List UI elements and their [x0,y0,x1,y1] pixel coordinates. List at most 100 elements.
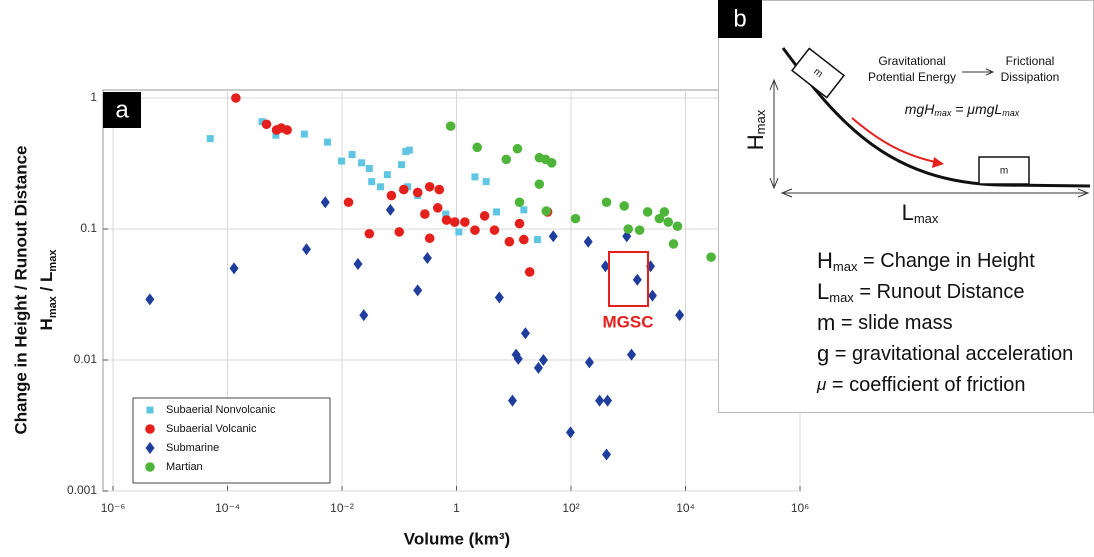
point [231,93,241,103]
point [520,327,530,340]
point [422,252,432,265]
point [668,239,679,249]
x-tick-label: 10⁻⁴ [215,501,240,515]
point [675,309,685,322]
point [533,361,543,374]
def-symbol: H [817,248,833,273]
y-tick-label: 0.1 [80,221,97,235]
point [534,179,545,189]
arrow-head [769,78,779,190]
eq-part: = μmgL [951,101,1002,117]
point [455,228,463,236]
def-symbol: m [817,310,835,335]
y-tick-label: 0.001 [67,483,97,497]
point [623,224,634,234]
eq-part: mgH [905,101,935,117]
legend-marker [146,406,154,414]
motion-arrow [851,117,941,164]
point [405,146,413,154]
point [320,196,330,209]
block-top: m [790,47,846,99]
point [534,236,542,244]
point [472,142,483,153]
point [489,225,500,235]
point [413,284,423,297]
point [442,210,450,218]
ratio-part: H [37,318,56,330]
panel-label: b [733,5,746,32]
point [603,394,613,407]
point [595,394,605,407]
point [441,215,452,225]
length-symbol: Lmax [902,200,939,227]
point [507,394,517,407]
point [412,187,423,198]
point [258,118,266,126]
x-tick-label: 10⁻² [330,501,354,515]
legend-marker [145,424,155,434]
point [672,221,683,232]
point [424,233,435,244]
point [601,197,612,208]
def-symbol: L [817,279,829,304]
x-tick-label: 10⁶ [791,501,809,515]
point [494,291,504,304]
point [583,235,593,248]
point [602,448,612,461]
point [272,131,280,139]
legend-label: Subaerial Nonvolcanic [166,404,276,416]
point [229,262,239,275]
point [541,206,552,216]
annotation: MGSC [603,312,654,331]
point [282,125,292,135]
point [460,217,470,227]
point [570,213,581,224]
point [632,273,642,286]
energy-to: Frictional [1006,54,1055,68]
point [482,178,490,186]
point [449,217,460,227]
point [368,178,376,186]
def-symbol: g [817,341,829,366]
point [398,184,409,195]
ratio-sub: max [47,295,59,318]
definition: g = gravitational acceleration [817,341,1073,366]
point [145,293,155,306]
panel-label-box [103,92,141,128]
point [337,157,345,165]
point [358,159,366,167]
ratio-sub: max [47,249,59,272]
point [514,197,525,208]
x-axis-label: Volume (km³) [404,529,510,548]
point [706,252,716,262]
y-axis-label: Change in Height / Runout Distance [11,145,30,434]
y-tick-label: 0.01 [74,352,98,366]
energy-from: Potential Energy [868,70,956,84]
eq-sub: max [1002,108,1020,118]
point [348,151,356,159]
energy-from: Gravitational [878,54,945,68]
point [479,211,490,221]
point [353,258,363,271]
point [471,173,479,181]
definition: m = slide mass [817,310,953,335]
point [512,143,523,154]
def-sub: max [833,259,858,274]
arrow-head [985,68,995,76]
point [206,135,214,143]
legend-label: Martian [166,461,203,473]
x-tick-label: 10⁴ [676,501,695,515]
definitions: Hmax = Change in Height Lmax = Runout Dis… [816,248,1073,396]
height-symbol: Hmax [743,109,769,150]
equation: mgHmax = μmgLmax [905,101,1020,119]
point [519,234,529,245]
ratio-part: / L [37,272,56,297]
panel-label-box [718,0,762,38]
point [300,130,308,138]
point [524,267,535,277]
point [365,164,373,172]
arrow-head [780,188,1090,198]
point [383,171,391,179]
def-text: = gravitational acceleration [829,343,1073,365]
definition: Hmax = Change in Height [817,248,1035,275]
